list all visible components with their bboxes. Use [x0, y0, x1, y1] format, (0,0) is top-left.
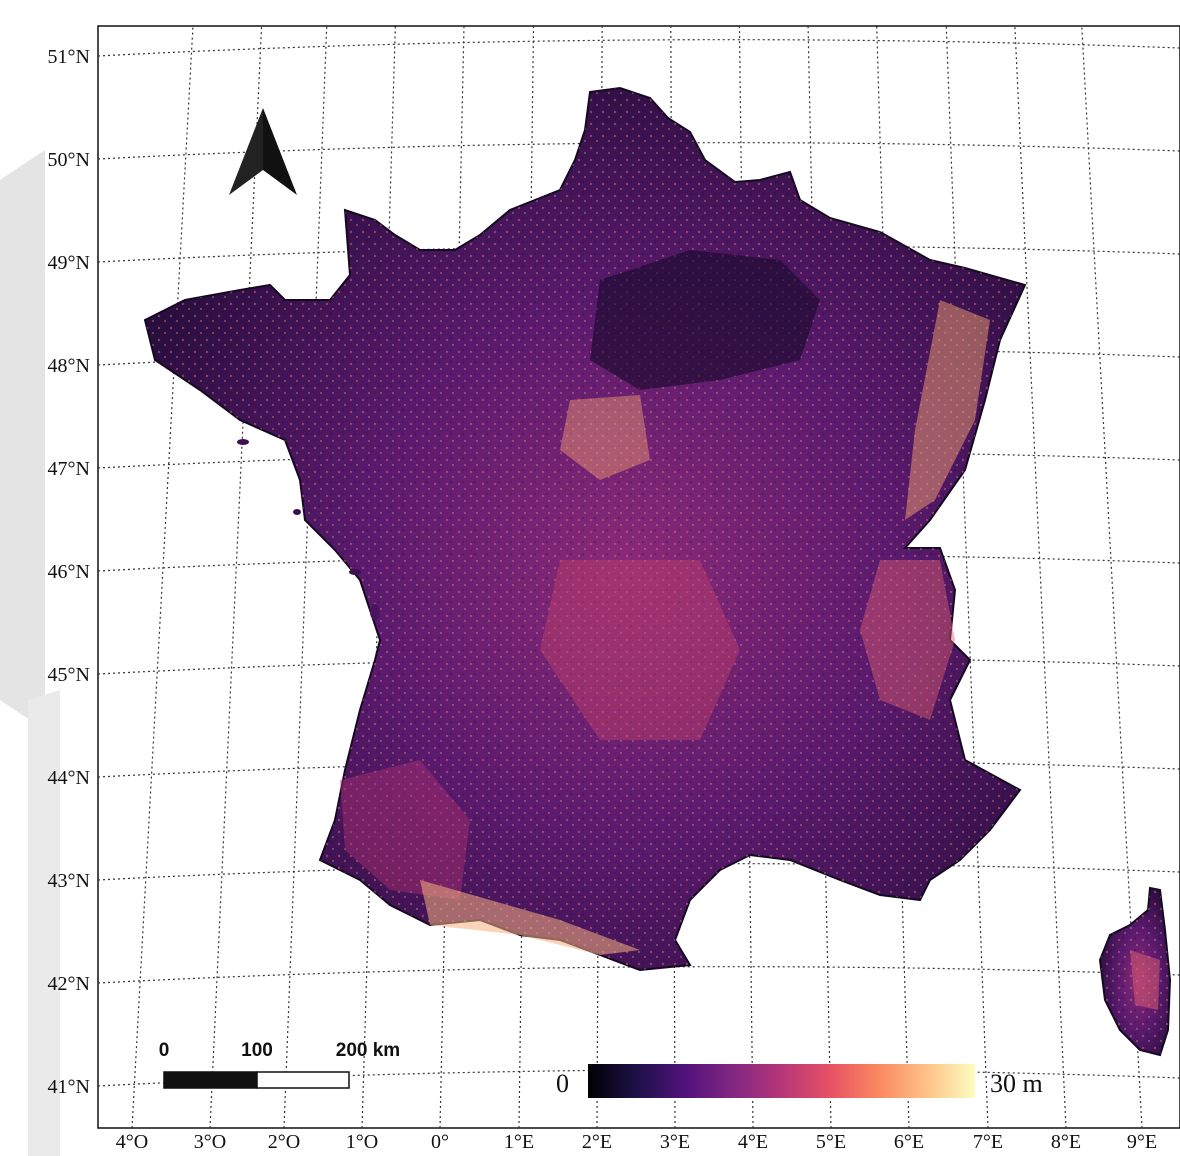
vosges-jura-region [905, 300, 990, 520]
scale-bar-segment-dark [163, 1071, 258, 1089]
sologne-region [560, 395, 650, 480]
lon-label: 5°E [816, 1131, 846, 1153]
lon-label: 2°E [582, 1131, 612, 1153]
scale-label: 200 km [336, 1040, 400, 1061]
colorbar: 0 30 m [556, 1064, 1043, 1098]
lat-label: 41°N [48, 1076, 90, 1098]
lon-label: 3°O [194, 1131, 226, 1153]
graticule-meridian [1014, 26, 1067, 1128]
belle-ile [237, 439, 249, 445]
lon-label: 1°O [346, 1131, 378, 1153]
lat-label: 42°N [48, 973, 90, 995]
lon-label: 4°O [116, 1131, 148, 1153]
scale-label: 100 [241, 1040, 273, 1061]
france-mainland [143, 86, 1027, 972]
lon-label: 9°E [1127, 1131, 1157, 1153]
scale-bar-segment-light [256, 1071, 350, 1089]
lon-label: 8°E [1051, 1131, 1081, 1153]
lat-label: 48°N [48, 355, 90, 377]
colorbar-min-label: 0 [556, 1069, 569, 1098]
graticule-meridian [131, 26, 194, 1128]
graticule-meridian [945, 26, 989, 1128]
lon-label: 3°E [660, 1131, 690, 1153]
lat-label: 46°N [48, 561, 90, 583]
lat-label: 43°N [48, 870, 90, 892]
graticule-meridian [1081, 26, 1143, 1128]
side-decoration [0, 150, 45, 730]
lat-label: 47°N [48, 458, 90, 480]
lat-label: 49°N [48, 252, 90, 274]
corsica-mountains [1130, 950, 1160, 1010]
scale-label: 0 [159, 1040, 170, 1061]
lon-label: 7°E [973, 1131, 1003, 1153]
side-decoration-lower [28, 690, 60, 1156]
colorbar-bar [588, 1064, 975, 1098]
massif-central-region [540, 560, 740, 740]
lon-label: 1°E [504, 1131, 534, 1153]
ile-d-yeu [293, 509, 301, 515]
landes-region [340, 760, 470, 900]
lat-label: 44°N [48, 767, 90, 789]
alps-region [860, 560, 955, 720]
lat-label: 45°N [48, 664, 90, 686]
lon-label: 0° [431, 1131, 449, 1153]
north-arrow-icon [229, 108, 297, 195]
graticule-meridian [283, 26, 328, 1128]
graticule-meridian [209, 26, 263, 1128]
corsica [1098, 886, 1172, 1057]
lat-label: 51°N [48, 46, 90, 68]
graticule-parallel [98, 39, 1180, 57]
ile-de-re [349, 569, 361, 575]
lat-label: 50°N [48, 149, 90, 171]
latitude-labels: 51°N 50°N 49°N 48°N 47°N 46°N 45°N 44°N … [48, 46, 90, 1098]
lon-label: 6°E [894, 1131, 924, 1153]
paris-basin-region [590, 250, 820, 390]
lon-label: 2°O [268, 1131, 300, 1153]
longitude-labels: 4°O 3°O 2°O 1°O 0° 1°E 2°E 3°E 4°E 5°E 6… [116, 1131, 1157, 1153]
ile-d-oleron [370, 604, 380, 620]
scale-bar: 0 100 200 km [159, 1040, 400, 1089]
colorbar-max-label: 30 m [990, 1069, 1043, 1098]
lon-label: 4°E [738, 1131, 768, 1153]
pyrenees-region [420, 880, 640, 955]
